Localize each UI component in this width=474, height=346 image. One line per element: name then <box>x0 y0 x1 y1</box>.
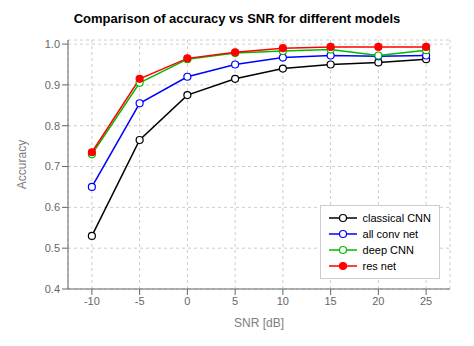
svg-text:0.5: 0.5 <box>45 242 60 254</box>
svg-text:10: 10 <box>277 295 289 307</box>
svg-text:0: 0 <box>184 295 190 307</box>
svg-text:0.4: 0.4 <box>45 283 60 295</box>
svg-text:SNR [dB]: SNR [dB] <box>234 316 284 330</box>
svg-text:0.6: 0.6 <box>45 201 60 213</box>
html-text:Comparison of accuracy vs SNR: Comparison of accuracy vs SNR for differ… <box>73 11 401 26</box>
svg-text:1.0: 1.0 <box>45 38 60 50</box>
html-text:deep CNN: deep CNN <box>362 244 414 256</box>
html-text:classical CNN: classical CNN <box>362 212 431 224</box>
svg-text:5: 5 <box>232 295 238 307</box>
svg-text:0.8: 0.8 <box>45 120 60 132</box>
svg-text:0.7: 0.7 <box>45 160 60 172</box>
html-text:all conv net: all conv net <box>362 228 419 240</box>
svg-text:Accuracy: Accuracy <box>15 140 29 189</box>
svg-text:15: 15 <box>325 295 337 307</box>
svg-text:20: 20 <box>372 295 384 307</box>
svg-text:0.9: 0.9 <box>45 79 60 91</box>
svg-text:-10: -10 <box>84 295 100 307</box>
html-text:res net: res net <box>362 260 397 272</box>
svg-text:25: 25 <box>420 295 432 307</box>
svg-text:-5: -5 <box>135 295 145 307</box>
